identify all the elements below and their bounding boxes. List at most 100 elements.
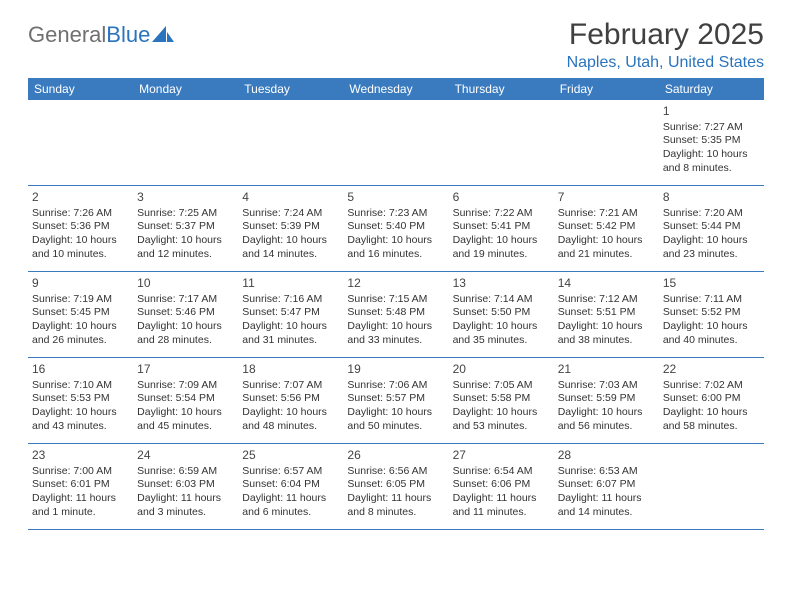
calendar-cell: 7Sunrise: 7:21 AMSunset: 5:42 PMDaylight…	[554, 186, 659, 272]
sunset-line: Sunset: 5:41 PM	[453, 220, 550, 234]
sunset-line: Sunset: 5:37 PM	[137, 220, 234, 234]
sunset-line: Sunset: 5:45 PM	[32, 306, 129, 320]
calendar-cell: 15Sunrise: 7:11 AMSunset: 5:52 PMDayligh…	[659, 272, 764, 358]
calendar-cell	[554, 100, 659, 186]
day-number: 2	[32, 190, 129, 206]
sunset-line: Sunset: 5:47 PM	[242, 306, 339, 320]
weekday-header: Wednesday	[343, 78, 448, 100]
day-number: 13	[453, 276, 550, 292]
calendar-cell	[28, 100, 133, 186]
sunrise-line: Sunrise: 7:15 AM	[347, 293, 444, 307]
sunset-line: Sunset: 5:36 PM	[32, 220, 129, 234]
sunset-line: Sunset: 5:42 PM	[558, 220, 655, 234]
calendar-cell: 14Sunrise: 7:12 AMSunset: 5:51 PMDayligh…	[554, 272, 659, 358]
day-number: 1	[663, 104, 760, 120]
calendar-cell: 12Sunrise: 7:15 AMSunset: 5:48 PMDayligh…	[343, 272, 448, 358]
calendar-cell: 3Sunrise: 7:25 AMSunset: 5:37 PMDaylight…	[133, 186, 238, 272]
sunrise-line: Sunrise: 7:02 AM	[663, 379, 760, 393]
sunrise-line: Sunrise: 6:57 AM	[242, 465, 339, 479]
calendar-cell: 8Sunrise: 7:20 AMSunset: 5:44 PMDaylight…	[659, 186, 764, 272]
weekday-header: Tuesday	[238, 78, 343, 100]
day-number: 5	[347, 190, 444, 206]
calendar-cell	[343, 100, 448, 186]
daylight-line: Daylight: 11 hours and 1 minute.	[32, 492, 129, 519]
daylight-line: Daylight: 10 hours and 28 minutes.	[137, 320, 234, 347]
day-number: 3	[137, 190, 234, 206]
sunset-line: Sunset: 6:06 PM	[453, 478, 550, 492]
day-number: 27	[453, 448, 550, 464]
sunrise-line: Sunrise: 7:26 AM	[32, 207, 129, 221]
calendar-cell: 21Sunrise: 7:03 AMSunset: 5:59 PMDayligh…	[554, 358, 659, 444]
sunset-line: Sunset: 5:53 PM	[32, 392, 129, 406]
day-number: 19	[347, 362, 444, 378]
day-number: 15	[663, 276, 760, 292]
daylight-line: Daylight: 10 hours and 35 minutes.	[453, 320, 550, 347]
day-number: 26	[347, 448, 444, 464]
sunrise-line: Sunrise: 7:24 AM	[242, 207, 339, 221]
calendar-cell: 18Sunrise: 7:07 AMSunset: 5:56 PMDayligh…	[238, 358, 343, 444]
sunset-line: Sunset: 5:39 PM	[242, 220, 339, 234]
daylight-line: Daylight: 10 hours and 50 minutes.	[347, 406, 444, 433]
sunrise-line: Sunrise: 6:53 AM	[558, 465, 655, 479]
day-number: 7	[558, 190, 655, 206]
sunrise-line: Sunrise: 7:10 AM	[32, 379, 129, 393]
sail-icon	[152, 26, 174, 42]
daylight-line: Daylight: 11 hours and 3 minutes.	[137, 492, 234, 519]
calendar-cell: 5Sunrise: 7:23 AMSunset: 5:40 PMDaylight…	[343, 186, 448, 272]
calendar-cell: 2Sunrise: 7:26 AMSunset: 5:36 PMDaylight…	[28, 186, 133, 272]
sunrise-line: Sunrise: 7:11 AM	[663, 293, 760, 307]
daylight-line: Daylight: 10 hours and 33 minutes.	[347, 320, 444, 347]
sunset-line: Sunset: 5:50 PM	[453, 306, 550, 320]
calendar-cell: 10Sunrise: 7:17 AMSunset: 5:46 PMDayligh…	[133, 272, 238, 358]
day-number: 21	[558, 362, 655, 378]
sunrise-line: Sunrise: 7:09 AM	[137, 379, 234, 393]
calendar-cell: 4Sunrise: 7:24 AMSunset: 5:39 PMDaylight…	[238, 186, 343, 272]
daylight-line: Daylight: 10 hours and 31 minutes.	[242, 320, 339, 347]
daylight-line: Daylight: 10 hours and 45 minutes.	[137, 406, 234, 433]
sunset-line: Sunset: 6:05 PM	[347, 478, 444, 492]
day-number: 4	[242, 190, 339, 206]
calendar-cell: 6Sunrise: 7:22 AMSunset: 5:41 PMDaylight…	[449, 186, 554, 272]
sunset-line: Sunset: 6:00 PM	[663, 392, 760, 406]
sunset-line: Sunset: 6:03 PM	[137, 478, 234, 492]
day-number: 22	[663, 362, 760, 378]
sunrise-line: Sunrise: 7:06 AM	[347, 379, 444, 393]
sunset-line: Sunset: 6:04 PM	[242, 478, 339, 492]
day-number: 18	[242, 362, 339, 378]
sunset-line: Sunset: 5:46 PM	[137, 306, 234, 320]
calendar-grid: 1Sunrise: 7:27 AMSunset: 5:35 PM Daylight…	[28, 100, 764, 530]
sunset-line: Sunset: 5:58 PM	[453, 392, 550, 406]
day-number: 12	[347, 276, 444, 292]
calendar-page: GeneralBlue February 2025 Naples, Utah, …	[0, 0, 792, 548]
sunrise-line: Sunrise: 7:25 AM	[137, 207, 234, 221]
day-number: 9	[32, 276, 129, 292]
calendar-cell: 13Sunrise: 7:14 AMSunset: 5:50 PMDayligh…	[449, 272, 554, 358]
calendar-cell: 1Sunrise: 7:27 AMSunset: 5:35 PMDaylight…	[659, 100, 764, 186]
daylight-line: Daylight: 10 hours and 56 minutes.	[558, 406, 655, 433]
calendar-cell: 26Sunrise: 6:56 AMSunset: 6:05 PMDayligh…	[343, 444, 448, 530]
calendar-cell: 20Sunrise: 7:05 AMSunset: 5:58 PMDayligh…	[449, 358, 554, 444]
sunrise-line: Sunrise: 7:07 AM	[242, 379, 339, 393]
calendar-cell: 17Sunrise: 7:09 AMSunset: 5:54 PMDayligh…	[133, 358, 238, 444]
sunrise-line: Sunrise: 7:14 AM	[453, 293, 550, 307]
header: GeneralBlue February 2025 Naples, Utah, …	[28, 18, 764, 72]
daylight-line: Daylight: 11 hours and 8 minutes.	[347, 492, 444, 519]
daylight-line: Daylight: 10 hours and 53 minutes.	[453, 406, 550, 433]
sunrise-line: Sunrise: 7:00 AM	[32, 465, 129, 479]
daylight-line: Daylight: 10 hours and 21 minutes.	[558, 234, 655, 261]
sunset-line: Sunset: 5:54 PM	[137, 392, 234, 406]
calendar-cell: 24Sunrise: 6:59 AMSunset: 6:03 PMDayligh…	[133, 444, 238, 530]
day-number: 11	[242, 276, 339, 292]
calendar-cell: 27Sunrise: 6:54 AMSunset: 6:06 PMDayligh…	[449, 444, 554, 530]
day-number: 6	[453, 190, 550, 206]
sunrise-line: Sunrise: 7:23 AM	[347, 207, 444, 221]
sunset-line: Sunset: 5:57 PM	[347, 392, 444, 406]
calendar-cell	[659, 444, 764, 530]
sunset-line: Sunset: 5:35 PM	[663, 134, 760, 148]
location-text: Naples, Utah, United States	[567, 54, 764, 72]
calendar-cell: 19Sunrise: 7:06 AMSunset: 5:57 PMDayligh…	[343, 358, 448, 444]
sunrise-line: Sunrise: 7:27 AM	[663, 121, 760, 135]
brand-part2: Blue	[106, 22, 150, 48]
brand-part1: General	[28, 22, 106, 48]
weekday-header: Friday	[554, 78, 659, 100]
